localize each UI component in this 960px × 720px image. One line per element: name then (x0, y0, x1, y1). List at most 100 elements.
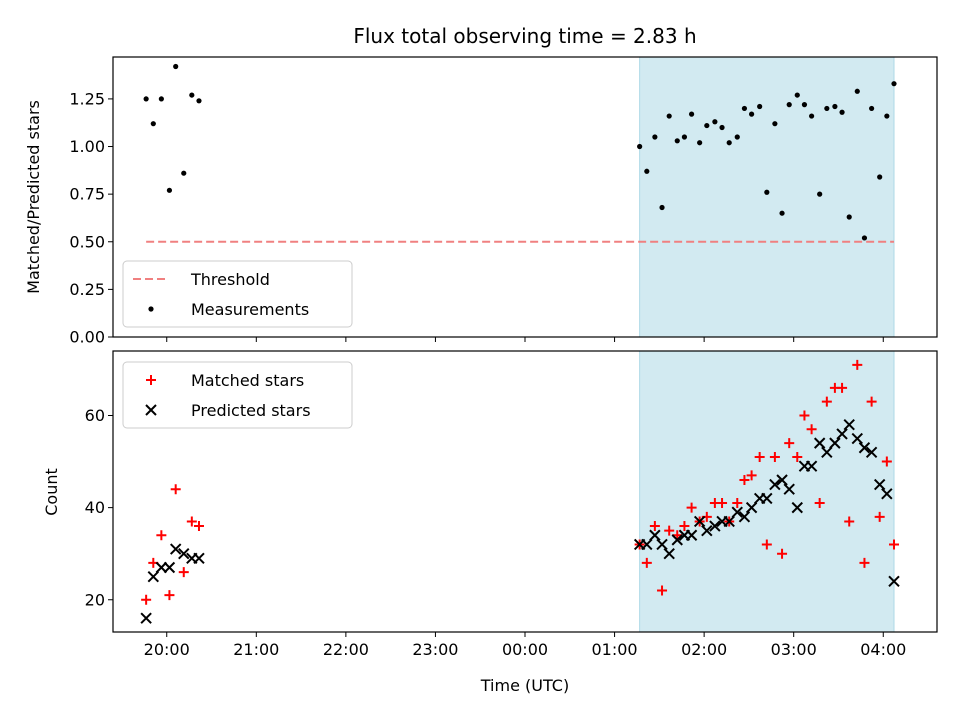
predicted-star-point (649, 529, 661, 541)
x-tick-label: 20:00 (144, 640, 190, 659)
predicted-star-point (723, 515, 735, 528)
predicted-star-point (873, 478, 886, 491)
measurement-point (712, 119, 718, 125)
measurement-point (719, 124, 725, 131)
matched-star-point (649, 521, 660, 532)
measurement-point (854, 88, 860, 94)
matched-star-point (657, 585, 668, 596)
ratio-y-axis-label: Matched/Predicted stars (24, 100, 43, 294)
x-tick-label: 02:00 (681, 640, 727, 659)
predicted-star-point (881, 488, 893, 500)
matched-star-point (769, 451, 780, 462)
matched-star-point (881, 456, 892, 467)
measurement-point (697, 140, 703, 146)
predicted-star-point (865, 446, 878, 459)
ratio-y-tick-label: 0.50 (69, 232, 105, 251)
matched-star-point (739, 474, 750, 485)
ratio-y-tick-label: 0.00 (69, 328, 105, 347)
measurement-point (196, 98, 202, 104)
ratio-y-tick-label: 1.00 (69, 137, 105, 156)
matched-star-point (799, 410, 810, 421)
predicted-star-point (147, 571, 160, 583)
predicted-star-point (836, 428, 848, 440)
matched-star-point (186, 516, 197, 527)
matched-star-point (641, 557, 652, 568)
predicted-star-point (813, 437, 826, 449)
ratio-y-tick-label: 0.75 (69, 185, 105, 204)
matched-star-point (141, 594, 152, 605)
predicted-star-point (163, 561, 176, 574)
measurement-point (846, 214, 852, 220)
predicted-star-point (888, 575, 900, 588)
predicted-star-point (851, 432, 863, 445)
predicted-star-point (693, 515, 706, 528)
x-tick-label: 04:00 (860, 640, 906, 659)
matched-star-point (792, 451, 803, 462)
matched-star-point (732, 498, 743, 509)
matched-star-point (777, 548, 788, 559)
ratio-shaded-span (639, 56, 895, 338)
legend-measurement-swatch (148, 306, 154, 312)
measurement-point (832, 103, 838, 110)
ratio-legend: Threshold Measurements (122, 260, 353, 328)
measurement-point (779, 210, 785, 216)
legend-predicted-swatch (145, 404, 157, 416)
matched-star-point (156, 530, 167, 541)
predicted-star-point (791, 501, 803, 514)
measurement-point (891, 81, 897, 87)
measurement-point (801, 102, 808, 108)
count-legend: Matched stars Predicted stars (122, 361, 353, 429)
measurement-point (652, 134, 658, 140)
matched-star-point (717, 498, 728, 509)
predicted-star-point (169, 543, 182, 555)
measurement-point (764, 189, 770, 195)
measurement-point (861, 235, 868, 241)
measurement-point (869, 105, 875, 112)
matched-star-point (754, 451, 765, 462)
count-shaded-span (639, 350, 895, 633)
predicted-star-point (709, 520, 721, 532)
x-axis-label: Time (UTC) (480, 676, 569, 695)
ratio-y-tick-label: 0.25 (69, 280, 105, 299)
measurement-point (809, 113, 815, 119)
count-y-tick-label: 40 (85, 498, 105, 517)
measurement-point (688, 111, 695, 117)
measurement-point (839, 109, 845, 115)
matched-star-point (170, 484, 181, 495)
count-y-tick-label: 60 (85, 406, 105, 425)
predicted-star-point (701, 524, 713, 537)
measurement-point (674, 138, 680, 144)
count-panel: 20 40 60 20:00 21:00 22:00 23:00 00:00 01:00 02:… (42, 350, 938, 659)
measurement-point (704, 122, 710, 129)
measurement-point (786, 102, 792, 108)
x-tick-label: 22:00 (323, 640, 369, 659)
measurement-point (726, 140, 732, 146)
x-tick-label: 03:00 (771, 640, 817, 659)
measurement-point (749, 111, 755, 117)
matched-star-point (844, 516, 855, 527)
predicted-star-point (178, 547, 190, 560)
matched-star-point (837, 382, 848, 393)
matched-star-point (746, 470, 757, 481)
predicted-star-point (843, 418, 855, 431)
matched-star-point (193, 521, 204, 532)
x-tick-label: 01:00 (592, 640, 638, 659)
matched-star-point (814, 498, 825, 509)
measurement-point (173, 63, 179, 70)
predicted-star-point (193, 552, 205, 565)
measurement-point (817, 191, 823, 197)
measurement-point (644, 168, 650, 174)
matched-star-point (889, 539, 900, 550)
predicted-star-point (745, 501, 758, 514)
measurement-point (681, 134, 688, 140)
measurement-point (158, 96, 164, 102)
predicted-star-point (761, 492, 773, 505)
predicted-star-point (641, 538, 653, 551)
x-tick-label: 23:00 (412, 640, 458, 659)
legend-label: Matched stars (191, 371, 304, 390)
measurement-point (637, 143, 643, 150)
matched-star-point (664, 525, 675, 536)
predicted-star-point (731, 506, 743, 518)
matched-star-point (821, 396, 832, 407)
measurement-point (150, 121, 156, 127)
